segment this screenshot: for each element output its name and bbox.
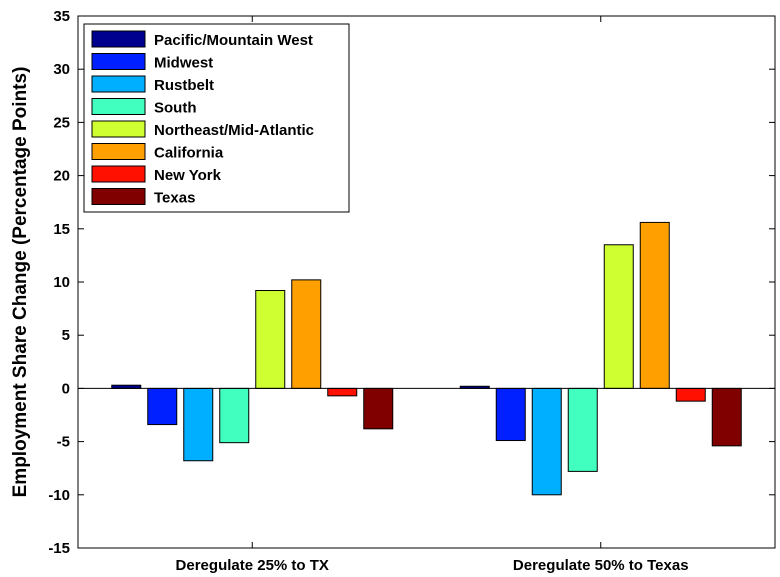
bar-texas-0 — [363, 387, 394, 430]
legend-label: California — [154, 145, 224, 162]
legend: Pacific/Mountain West Midwest Rustbelt Sout… — [83, 23, 350, 213]
legend-label: Rustbelt — [154, 77, 214, 94]
legend-label: Texas — [154, 190, 195, 207]
bar-midwest-1 — [495, 387, 526, 442]
legend-swatch — [91, 143, 146, 160]
bars-group — [111, 221, 742, 496]
legend-swatch — [91, 53, 146, 70]
legend-label: Midwest — [154, 55, 213, 72]
x-tick-label: Deregulate 25% to TX — [176, 557, 329, 574]
legend-swatch — [91, 30, 146, 48]
bar-california-0 — [291, 279, 322, 389]
y-axis-label: Employment Share Change (Percentage Poin… — [10, 67, 31, 498]
y-tick-label: 35 — [53, 8, 70, 25]
x-tick-label: Deregulate 50% to Texas — [513, 557, 689, 574]
bar-south-1 — [567, 387, 598, 472]
y-tick-label: -10 — [48, 487, 70, 504]
y-ticks-group: -15 -10 -5 0 5 10 15 20 25 30 35 — [48, 8, 775, 557]
legend-label: South — [154, 100, 197, 117]
y-tick-label: 5 — [62, 327, 70, 344]
y-tick-label: 10 — [53, 274, 70, 291]
y-tick-label: 30 — [53, 61, 70, 78]
legend-swatch — [91, 120, 146, 138]
bar-new-york-1 — [675, 387, 706, 402]
bar-california-1 — [639, 221, 670, 389]
y-tick-label: -15 — [48, 540, 70, 557]
y-tick-label: 25 — [53, 114, 70, 131]
y-tick-label: 15 — [53, 221, 70, 238]
legend-label: Northeast/Mid-Atlantic — [154, 122, 314, 139]
bar-northeast-mid-atlantic-1 — [603, 244, 634, 389]
x-ticks-group: Deregulate 25% to TX Deregulate 50% to Te… — [176, 16, 689, 574]
y-tick-label: 20 — [53, 168, 70, 185]
legend-swatch — [91, 188, 146, 205]
bar-texas-1 — [711, 387, 742, 447]
bar-rustbelt-0 — [183, 387, 214, 462]
y-tick-label: 0 — [62, 380, 70, 397]
bar-northeast-mid-atlantic-0 — [255, 290, 286, 389]
bar-south-0 — [219, 387, 250, 444]
bar-rustbelt-1 — [531, 387, 562, 496]
y-tick-label: -5 — [57, 434, 70, 451]
legend-swatch — [91, 165, 146, 183]
legend-label: New York — [154, 167, 222, 184]
legend-swatch — [91, 75, 146, 93]
legend-label: Pacific/Mountain West — [154, 32, 313, 49]
bar-new-york-0 — [327, 387, 358, 397]
bar-midwest-0 — [147, 387, 178, 426]
legend-swatch — [91, 98, 146, 115]
